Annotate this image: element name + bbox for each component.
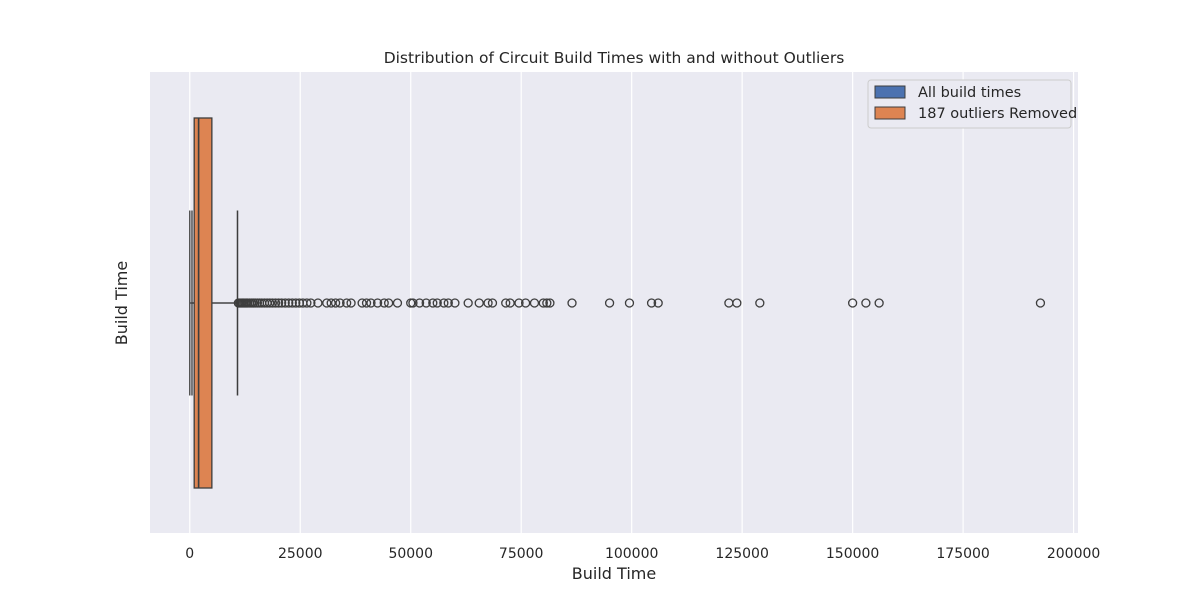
outlier-point <box>505 298 515 308</box>
outlier-point <box>653 298 663 308</box>
legend-swatch-all-build-times <box>874 85 906 99</box>
outlier-point <box>267 298 278 308</box>
outlier-point <box>313 298 323 308</box>
outlier-point <box>341 298 352 308</box>
outlier-point <box>383 298 394 308</box>
outlier-point <box>372 298 383 308</box>
outlier-point <box>287 298 297 308</box>
outlier-point <box>330 298 341 308</box>
outlier-point <box>646 298 657 308</box>
outlier-point <box>624 298 635 308</box>
outlier-points <box>233 298 1046 308</box>
outlier-point <box>408 298 418 308</box>
outlier-point <box>277 298 287 308</box>
outlier-point <box>861 298 871 308</box>
legend: All build times 187 outliers Removed <box>867 79 1077 129</box>
outlier-point <box>874 298 884 308</box>
outlier-point <box>432 298 442 308</box>
outlier-point <box>335 298 345 308</box>
x-tick-label: 75000 <box>499 546 544 562</box>
outlier-point <box>1035 298 1046 308</box>
outlier-point <box>361 298 372 308</box>
outlier-point <box>483 298 493 308</box>
outlier-point <box>273 298 284 308</box>
box-body <box>193 117 213 489</box>
outlier-point <box>514 298 524 308</box>
outlier-point <box>732 298 742 308</box>
outlier-point <box>326 298 336 308</box>
outlier-point <box>529 298 540 308</box>
outlier-point <box>379 298 389 308</box>
outlier-point <box>291 298 301 308</box>
x-tick-label: 100000 <box>605 546 658 562</box>
x-tick-label: 50000 <box>388 546 433 562</box>
outlier-point <box>755 298 765 308</box>
x-tick-label: 175000 <box>936 546 989 562</box>
outlier-point <box>306 298 316 308</box>
outlier-point <box>421 298 431 308</box>
x-tick-label: 150000 <box>826 546 879 562</box>
box-layer <box>189 117 239 489</box>
legend-label-outliers-removed: 187 outliers Removed <box>918 106 1077 122</box>
outlier-point <box>280 298 290 308</box>
chart-title: Distribution of Circuit Build Times with… <box>384 49 845 67</box>
outlier-point <box>604 298 615 308</box>
x-tick-label: 200000 <box>1047 546 1100 562</box>
legend-label-all-build-times: All build times <box>918 85 1021 101</box>
outlier-point <box>487 298 498 308</box>
x-tick-label: 0 <box>185 546 194 562</box>
outlier-point <box>302 298 312 308</box>
y-axis-label: Build Time <box>112 261 131 345</box>
outlier-point <box>357 298 367 308</box>
outlier-point <box>346 298 356 308</box>
legend-frame <box>867 79 1072 129</box>
x-tick-label: 125000 <box>715 546 768 562</box>
outlier-point <box>538 298 548 308</box>
outlier-point <box>520 298 531 308</box>
outlier-point <box>450 298 460 308</box>
outlier-point <box>414 298 425 308</box>
outlier-point <box>439 298 449 308</box>
x-tick-labels: 0 25000 50000 75000 100000 125000 150000 175000… <box>185 546 1100 562</box>
outlier-point <box>501 298 511 308</box>
outlier-point <box>567 298 577 308</box>
outlier-point <box>392 298 403 308</box>
outlier-point <box>270 298 281 308</box>
outlier-point <box>542 298 552 308</box>
outlier-point <box>474 298 484 308</box>
outlier-point <box>847 298 858 308</box>
outlier-point <box>428 298 438 308</box>
outlier-point <box>463 298 473 308</box>
outlier-point <box>265 298 275 308</box>
x-axis-label: Build Time <box>572 564 656 583</box>
outlier-point <box>366 298 376 308</box>
outlier-point <box>545 298 555 308</box>
x-tick-label: 25000 <box>278 546 323 562</box>
outlier-point <box>322 298 332 308</box>
outlier-point <box>443 298 453 308</box>
legend-swatch-outliers-removed <box>874 106 906 120</box>
outlier-point <box>284 298 294 308</box>
